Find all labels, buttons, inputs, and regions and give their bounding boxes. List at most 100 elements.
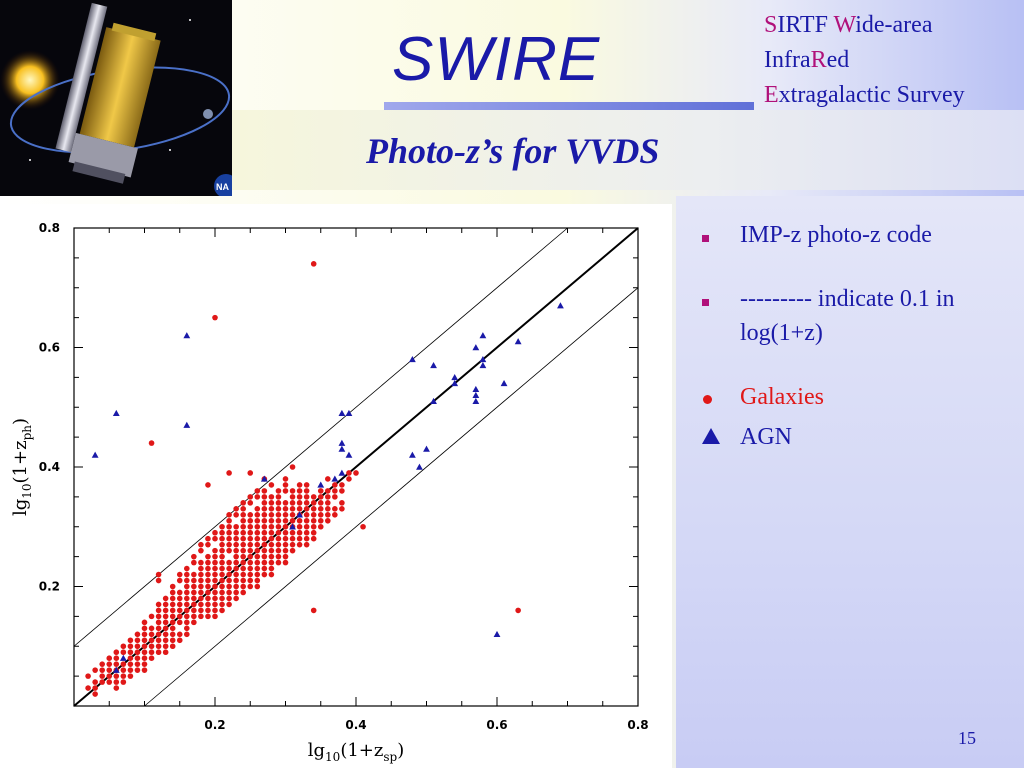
- galaxy-point: [332, 512, 338, 518]
- galaxy-point: [162, 613, 169, 620]
- galaxy-point: [303, 541, 310, 548]
- galaxy-point: [515, 607, 521, 614]
- galaxy-point: [317, 517, 324, 524]
- galaxy-point: [261, 547, 268, 554]
- galaxy-point: [360, 523, 366, 530]
- galaxy-point: [275, 512, 282, 518]
- galaxy-point: [325, 512, 331, 518]
- galaxy-point: [99, 679, 105, 685]
- galaxy-point: [169, 589, 176, 596]
- galaxy-point: [134, 637, 141, 644]
- y-axis-label-part: ph: [20, 425, 34, 441]
- galaxy-point: [268, 500, 275, 506]
- galaxy-point: [169, 595, 176, 602]
- galaxy-point: [226, 589, 232, 596]
- galaxy-point: [226, 595, 232, 602]
- galaxy-point: [212, 571, 218, 578]
- galaxy-point: [303, 494, 310, 500]
- galaxy-point: [310, 261, 317, 267]
- galaxy-point: [155, 613, 162, 620]
- agn-point: [331, 475, 339, 482]
- galaxy-point: [317, 523, 324, 530]
- galaxy-point: [169, 619, 176, 626]
- galaxy-point: [141, 661, 148, 667]
- galaxy-point: [219, 559, 225, 566]
- y-tick-label: 0.4: [39, 460, 60, 474]
- galaxy-point: [282, 512, 289, 518]
- galaxy-point: [240, 547, 246, 554]
- galaxy-point: [289, 547, 296, 554]
- galaxy-point: [113, 679, 120, 685]
- galaxy-point: [240, 517, 246, 524]
- galaxy-point: [317, 494, 324, 500]
- galaxy-point: [141, 649, 148, 656]
- galaxy-point: [198, 541, 204, 548]
- galaxy-point: [282, 529, 289, 536]
- galaxy-point: [155, 607, 162, 614]
- galaxy-point: [176, 631, 183, 638]
- galaxy-point: [184, 625, 190, 632]
- galaxy-point: [127, 667, 134, 673]
- agn-point: [409, 356, 416, 363]
- galaxy-point: [261, 565, 268, 572]
- galaxy-point: [261, 559, 268, 566]
- agn-point: [260, 475, 268, 482]
- galaxy-point: [141, 643, 148, 650]
- galaxy-point: [268, 553, 275, 560]
- galaxy-point: [184, 613, 190, 620]
- galaxy-point: [162, 643, 169, 650]
- galaxy-point: [169, 637, 176, 644]
- galaxy-point: [332, 482, 338, 488]
- galaxy-point: [155, 577, 162, 584]
- galaxy-point: [226, 517, 232, 524]
- galaxy-point: [325, 488, 331, 494]
- galaxy-point: [205, 482, 211, 488]
- galaxy-point: [113, 655, 120, 661]
- galaxy-point: [303, 535, 310, 542]
- galaxy-point: [289, 512, 296, 518]
- galaxy-point: [303, 482, 310, 488]
- galaxy-point: [275, 529, 282, 536]
- galaxy-point: [176, 613, 183, 620]
- galaxy-point: [99, 661, 105, 667]
- galaxy-point: [247, 500, 254, 506]
- galaxy-point: [198, 571, 204, 578]
- galaxy-point: [219, 523, 225, 530]
- galaxy-point: [191, 595, 197, 602]
- galaxy-point: [233, 529, 239, 536]
- galaxy-point: [120, 667, 127, 673]
- galaxy-point: [219, 547, 225, 554]
- galaxy-point: [261, 517, 268, 524]
- agn-point: [338, 439, 346, 446]
- galaxy-point: [261, 506, 268, 512]
- galaxy-point: [219, 583, 225, 590]
- galaxy-point: [155, 649, 162, 656]
- page-number: 15: [958, 728, 976, 748]
- galaxy-point: [184, 595, 190, 602]
- galaxy-point: [233, 595, 239, 602]
- galaxy-point: [141, 625, 148, 632]
- galaxy-point: [205, 535, 211, 542]
- galaxy-point: [148, 649, 155, 656]
- galaxy-point: [254, 571, 261, 578]
- galaxy-point: [317, 512, 324, 518]
- galaxy-point: [240, 506, 246, 512]
- galaxy-point: [296, 488, 303, 494]
- galaxy-point: [148, 625, 155, 632]
- galaxy-point: [254, 512, 261, 518]
- galaxy-point: [268, 559, 275, 566]
- galaxy-point: [212, 553, 218, 560]
- galaxy-point: [254, 517, 261, 524]
- galaxy-point: [219, 535, 225, 542]
- galaxy-point: [212, 607, 218, 614]
- galaxy-point: [233, 559, 239, 566]
- bullet-list: IMP-z photo-z code --------- indicate 0.…: [702, 218, 1012, 484]
- galaxy-point: [254, 488, 261, 494]
- galaxy-point: [148, 643, 155, 650]
- galaxy-point: [275, 523, 282, 530]
- galaxy-point: [261, 529, 268, 536]
- galaxy-point: [113, 649, 120, 656]
- galaxy-point: [205, 571, 211, 578]
- galaxy-point: [310, 517, 317, 524]
- galaxy-point: [226, 535, 232, 542]
